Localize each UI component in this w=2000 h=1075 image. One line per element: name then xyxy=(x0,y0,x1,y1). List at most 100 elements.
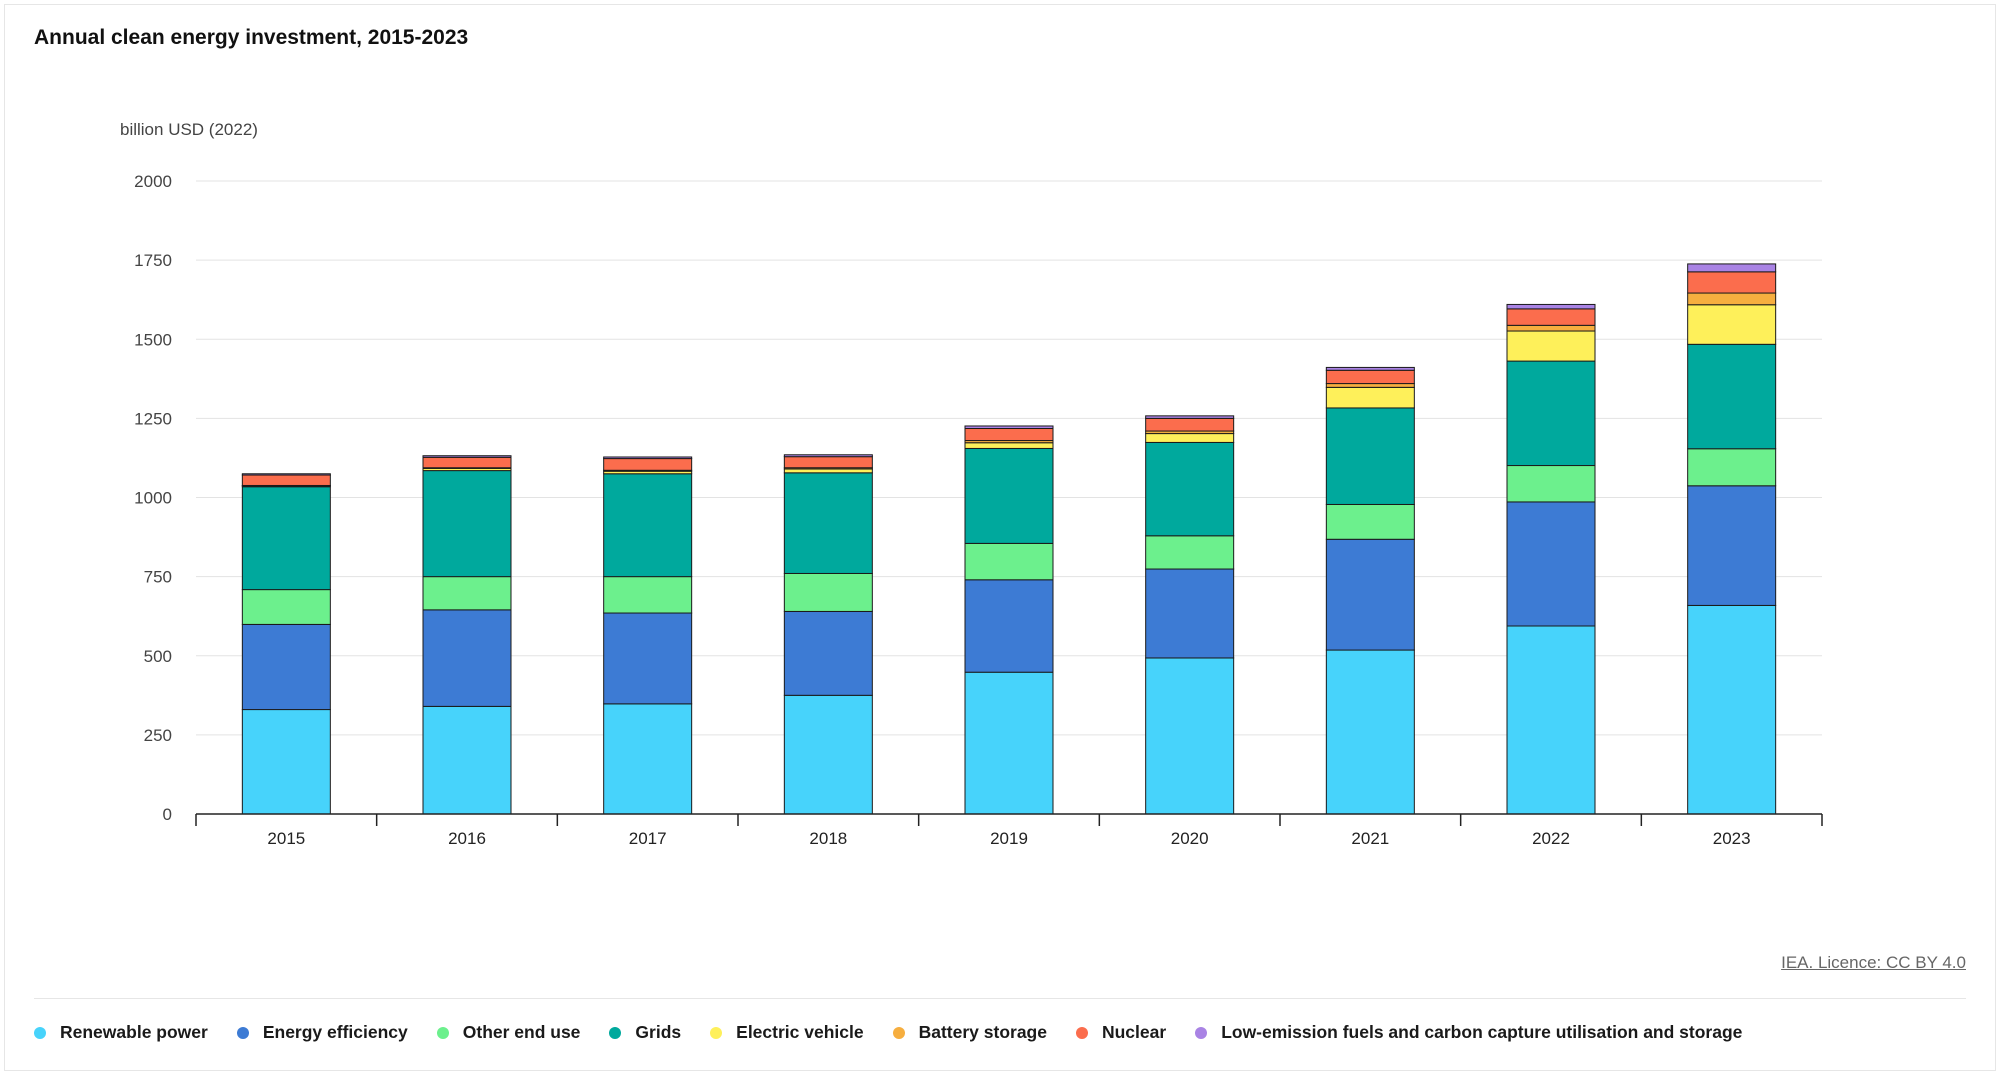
bar-segment xyxy=(1325,503,1415,540)
bar-segment xyxy=(241,589,331,625)
bar-segment xyxy=(1687,292,1777,306)
legend-item[interactable]: Nuclear xyxy=(1075,1022,1167,1043)
chart-frame xyxy=(4,4,1996,1071)
bar-segment xyxy=(422,705,512,815)
bar-segment xyxy=(1145,535,1235,570)
y-tick-label: 1750 xyxy=(134,251,172,270)
bar-segment xyxy=(783,694,873,815)
bar-segment xyxy=(1687,304,1777,345)
bar-segment xyxy=(783,456,873,469)
legend-swatch xyxy=(609,1026,622,1039)
x-tick-label: 2016 xyxy=(448,829,486,848)
bar-segment xyxy=(1145,433,1235,443)
legend-label: Nuclear xyxy=(1101,1022,1167,1042)
legend-item[interactable]: Energy efficiency xyxy=(236,1022,408,1043)
legend-separator xyxy=(34,998,1966,999)
legend-label: Grids xyxy=(635,1022,682,1042)
bar-segment xyxy=(783,572,873,612)
bar-segment xyxy=(1506,360,1596,467)
bar-segment xyxy=(603,612,693,705)
legend-swatch xyxy=(1195,1026,1208,1039)
bar-segment xyxy=(422,470,512,578)
bar-segment xyxy=(603,703,693,815)
legend-swatch xyxy=(34,1026,46,1039)
bar-segment xyxy=(1687,343,1777,450)
stacked-bar-chart: 0 250 500 750 1000 1250 1500 1750 2000 2015 2016 20… xyxy=(134,172,1823,848)
x-tick-label: 2023 xyxy=(1713,829,1751,848)
x-tick-label: 2019 xyxy=(990,829,1028,848)
legend-item[interactable]: Renewable power xyxy=(34,1022,208,1043)
y-tick-label: 1000 xyxy=(134,489,172,508)
legend-item[interactable]: Battery storage xyxy=(892,1022,1047,1043)
bar-segment xyxy=(964,447,1054,544)
y-tick-label: 1250 xyxy=(134,409,172,428)
bar-segment xyxy=(1687,604,1777,815)
bar-segment xyxy=(783,472,873,574)
legend-label: Electric vehicle xyxy=(736,1022,864,1042)
bar-segment xyxy=(241,623,331,711)
y-axis-unit-label: billion USD (2022) xyxy=(120,120,258,139)
bar-segment xyxy=(1506,308,1596,326)
bar-segment xyxy=(964,579,1054,673)
bar-segment xyxy=(241,486,331,591)
bar-segment xyxy=(241,709,331,815)
bar-segment xyxy=(1325,386,1415,409)
bar-segment xyxy=(603,458,693,471)
bar-segment xyxy=(1506,330,1596,362)
bar-segment xyxy=(1687,271,1777,294)
legend-item[interactable]: Other end use xyxy=(436,1022,581,1043)
bar-segment xyxy=(1506,501,1596,627)
legend-swatch xyxy=(1075,1026,1088,1039)
y-tick-label: 0 xyxy=(163,805,172,824)
legend-swatch xyxy=(892,1026,905,1039)
legend-label: Renewable power xyxy=(60,1022,208,1042)
x-tick-label: 2017 xyxy=(629,829,667,848)
legend-label: Battery storage xyxy=(918,1022,1047,1042)
source-link[interactable]: IEA. Licence: CC BY 4.0 xyxy=(1781,953,1966,972)
legend-swatch xyxy=(436,1026,449,1039)
bar-segment xyxy=(964,442,1054,449)
bar-segment xyxy=(422,576,512,611)
bar-segment xyxy=(964,428,1054,442)
x-tick-label: 2020 xyxy=(1171,829,1209,848)
bar-segment xyxy=(1145,441,1235,537)
bar-segment xyxy=(1687,485,1777,606)
bar-segment xyxy=(1145,417,1235,432)
legend-item[interactable]: Low-emission fuels and carbon capture ut… xyxy=(1195,1022,1742,1043)
bar-segment xyxy=(964,542,1054,581)
bar-segment xyxy=(603,473,693,578)
bar-segment xyxy=(603,456,693,460)
bar-segment xyxy=(241,473,331,476)
bar-segment xyxy=(1145,657,1235,815)
bar-segment xyxy=(1325,383,1415,388)
bar-segment xyxy=(1506,625,1596,815)
bar-segment xyxy=(1506,324,1596,332)
bar-segment xyxy=(422,455,512,458)
x-tick-label: 2022 xyxy=(1532,829,1570,848)
bar-segment xyxy=(1506,465,1596,503)
bar-segment xyxy=(1687,263,1777,273)
bar-segment xyxy=(1145,568,1235,659)
bar-segment xyxy=(422,609,512,707)
chart-title: Annual clean energy investment, 2015-202… xyxy=(34,26,469,49)
bar-segment xyxy=(1506,303,1596,310)
legend-label: Energy efficiency xyxy=(262,1022,408,1042)
chart-legend: Renewable power Energy efficiency Other en… xyxy=(34,1022,1771,1043)
bar-segment xyxy=(783,468,873,474)
bar-segment xyxy=(1325,407,1415,505)
bar-segment xyxy=(422,456,512,469)
bar-segment xyxy=(1325,369,1415,385)
bar-segment xyxy=(1687,448,1777,487)
bar-segment xyxy=(241,474,331,486)
legend-item[interactable]: Electric vehicle xyxy=(710,1022,864,1043)
x-tick-label: 2021 xyxy=(1351,829,1389,848)
bar-segment xyxy=(1145,415,1235,419)
legend-label: Other end use xyxy=(462,1022,581,1042)
bar-segment xyxy=(1325,366,1415,371)
legend-swatch xyxy=(710,1026,723,1039)
bar-segment xyxy=(1325,538,1415,651)
bar-segment xyxy=(783,454,873,458)
y-tick-label: 2000 xyxy=(134,172,172,191)
legend-item[interactable]: Grids xyxy=(609,1022,681,1043)
y-tick-label: 250 xyxy=(144,726,172,745)
